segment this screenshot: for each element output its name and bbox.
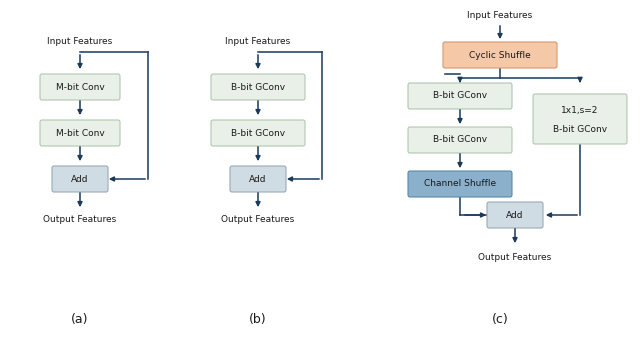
FancyBboxPatch shape: [40, 120, 120, 146]
FancyBboxPatch shape: [230, 166, 286, 192]
Text: Output Features: Output Features: [478, 253, 552, 262]
FancyBboxPatch shape: [443, 42, 557, 68]
Text: Add: Add: [506, 211, 524, 220]
Text: Input Features: Input Features: [467, 10, 532, 19]
Text: (b): (b): [249, 314, 267, 326]
Text: Output Features: Output Features: [44, 215, 116, 224]
Text: Add: Add: [249, 174, 267, 183]
FancyBboxPatch shape: [52, 166, 108, 192]
Text: Input Features: Input Features: [225, 38, 291, 47]
Text: (c): (c): [492, 314, 508, 326]
Text: B-bit GConv: B-bit GConv: [231, 82, 285, 92]
FancyBboxPatch shape: [211, 74, 305, 100]
Text: B-bit GConv: B-bit GConv: [433, 135, 487, 144]
Text: Cyclic Shuffle: Cyclic Shuffle: [469, 50, 531, 60]
Text: 1x1,s=2: 1x1,s=2: [561, 106, 598, 115]
FancyBboxPatch shape: [487, 202, 543, 228]
Text: Add: Add: [71, 174, 89, 183]
Text: Channel Shuffle: Channel Shuffle: [424, 180, 496, 189]
Text: B-bit GConv: B-bit GConv: [231, 128, 285, 137]
Text: M-bit Conv: M-bit Conv: [56, 128, 104, 137]
FancyBboxPatch shape: [408, 127, 512, 153]
FancyBboxPatch shape: [408, 83, 512, 109]
Text: (a): (a): [71, 314, 89, 326]
Text: Output Features: Output Features: [221, 215, 294, 224]
Text: M-bit Conv: M-bit Conv: [56, 82, 104, 92]
FancyBboxPatch shape: [40, 74, 120, 100]
Text: B-bit GConv: B-bit GConv: [433, 92, 487, 101]
FancyBboxPatch shape: [408, 171, 512, 197]
Text: Input Features: Input Features: [47, 38, 113, 47]
FancyBboxPatch shape: [533, 94, 627, 144]
Text: B-bit GConv: B-bit GConv: [553, 125, 607, 134]
FancyBboxPatch shape: [211, 120, 305, 146]
